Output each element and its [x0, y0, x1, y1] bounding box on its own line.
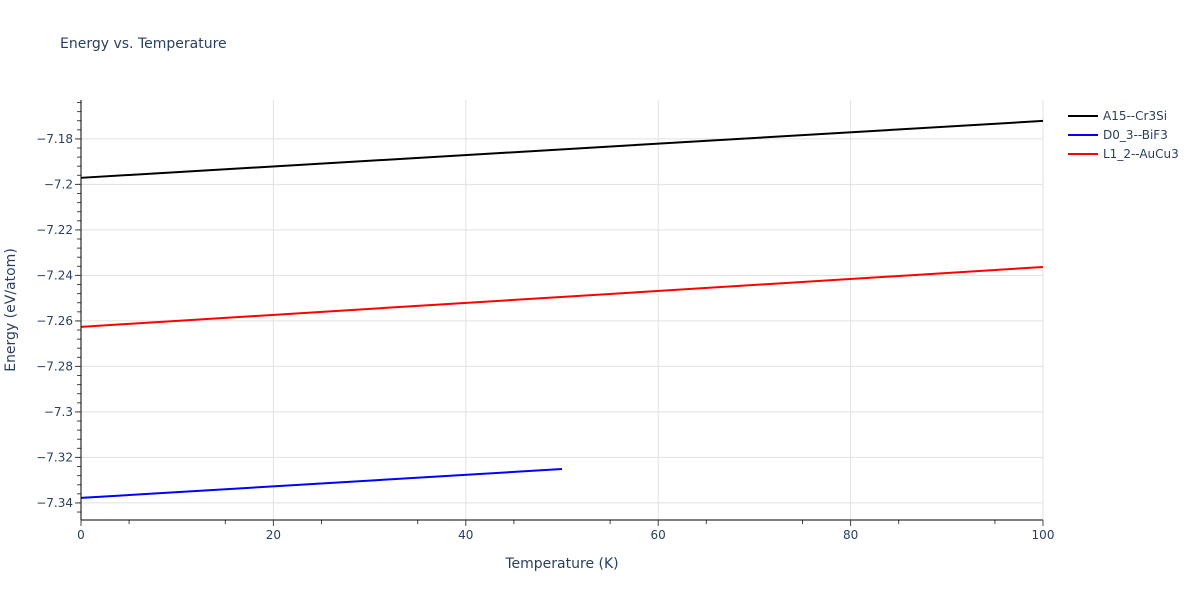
y-tick-label: −7.3: [44, 405, 73, 419]
y-tick-label: −7.26: [36, 314, 73, 328]
data-series: [80, 119, 1044, 499]
y-tick-label: −7.24: [36, 268, 73, 282]
series-line-a15-cr3si: [80, 119, 1044, 179]
legend-item[interactable]: A15--Cr3Si: [1068, 106, 1179, 125]
y-tick-label: −7.2: [44, 177, 73, 191]
y-tick-label: −7.28: [36, 359, 73, 373]
legend-label: A15--Cr3Si: [1103, 108, 1168, 123]
y-tick-label: −7.22: [36, 223, 73, 237]
gridlines: [81, 100, 1044, 520]
legend-label: L1_2--AuCu3: [1103, 146, 1179, 161]
x-axis-title: Temperature (K): [504, 556, 618, 572]
legend-swatch-icon: [1068, 133, 1098, 136]
legend-item[interactable]: L1_2--AuCu3: [1068, 144, 1179, 163]
x-tick-label: 20: [266, 528, 281, 542]
x-tick-label: 0: [77, 528, 85, 542]
legend-item[interactable]: D0_3--BiF3: [1068, 125, 1179, 144]
legend: A15--Cr3Si D0_3--BiF3 L1_2--AuCu3: [1068, 106, 1179, 163]
x-tick-label: 40: [458, 528, 473, 542]
y-axis-title: Energy (eV/atom): [3, 248, 19, 372]
y-tick-label: −7.32: [36, 450, 73, 464]
chart-title: Energy vs. Temperature: [60, 36, 227, 52]
minor-ticks: [77, 102, 996, 524]
x-tick-label: 100: [1032, 528, 1055, 542]
x-tick-label: 60: [651, 528, 666, 542]
x-tick-label: 80: [843, 528, 858, 542]
y-tick-label: −7.34: [36, 496, 73, 510]
x-axis-ticks: 0 20 40 60 80 100: [77, 520, 1054, 542]
legend-swatch-icon: [1068, 152, 1098, 155]
series-line-l1-2-aucu3: [80, 266, 1044, 328]
series-line-d0-3-bif3: [80, 468, 563, 499]
y-axis-ticks: −7.18 −7.2 −7.22 −7.24 −7.26 −7.28 −7.3 −7.32 −7…: [36, 132, 81, 510]
legend-label: D0_3--BiF3: [1103, 127, 1168, 142]
legend-swatch-icon: [1068, 114, 1098, 117]
y-tick-label: −7.18: [36, 132, 73, 146]
